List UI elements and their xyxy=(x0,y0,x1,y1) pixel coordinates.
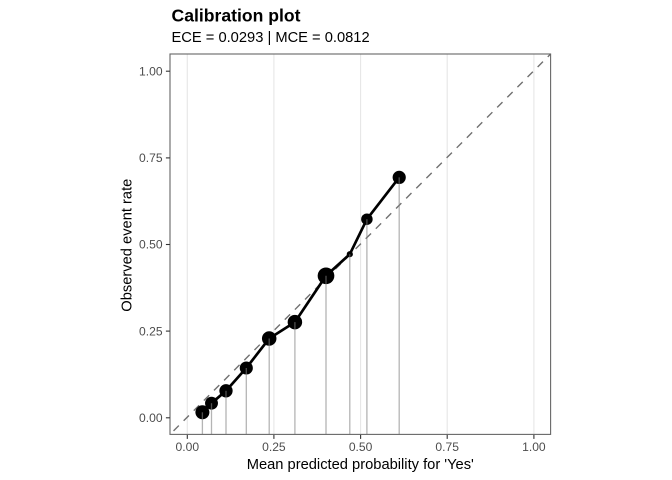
svg-text:0.75: 0.75 xyxy=(139,151,163,165)
svg-text:Observed event rate: Observed event rate xyxy=(120,179,136,312)
svg-text:Mean predicted probability for: Mean predicted probability for 'Yes' xyxy=(247,457,474,473)
svg-text:0.50: 0.50 xyxy=(139,238,163,252)
svg-text:0.00: 0.00 xyxy=(139,411,163,425)
svg-text:Calibration plot: Calibration plot xyxy=(172,6,301,26)
svg-text:1.00: 1.00 xyxy=(139,64,163,78)
svg-text:1.00: 1.00 xyxy=(522,440,546,454)
svg-text:ECE = 0.0293 | MCE = 0.0812: ECE = 0.0293 | MCE = 0.0812 xyxy=(172,30,370,46)
svg-text:0.75: 0.75 xyxy=(435,440,459,454)
svg-text:0.25: 0.25 xyxy=(262,440,286,454)
svg-text:0.25: 0.25 xyxy=(139,324,163,338)
svg-text:0.50: 0.50 xyxy=(349,440,373,454)
svg-text:0.00: 0.00 xyxy=(176,440,200,454)
